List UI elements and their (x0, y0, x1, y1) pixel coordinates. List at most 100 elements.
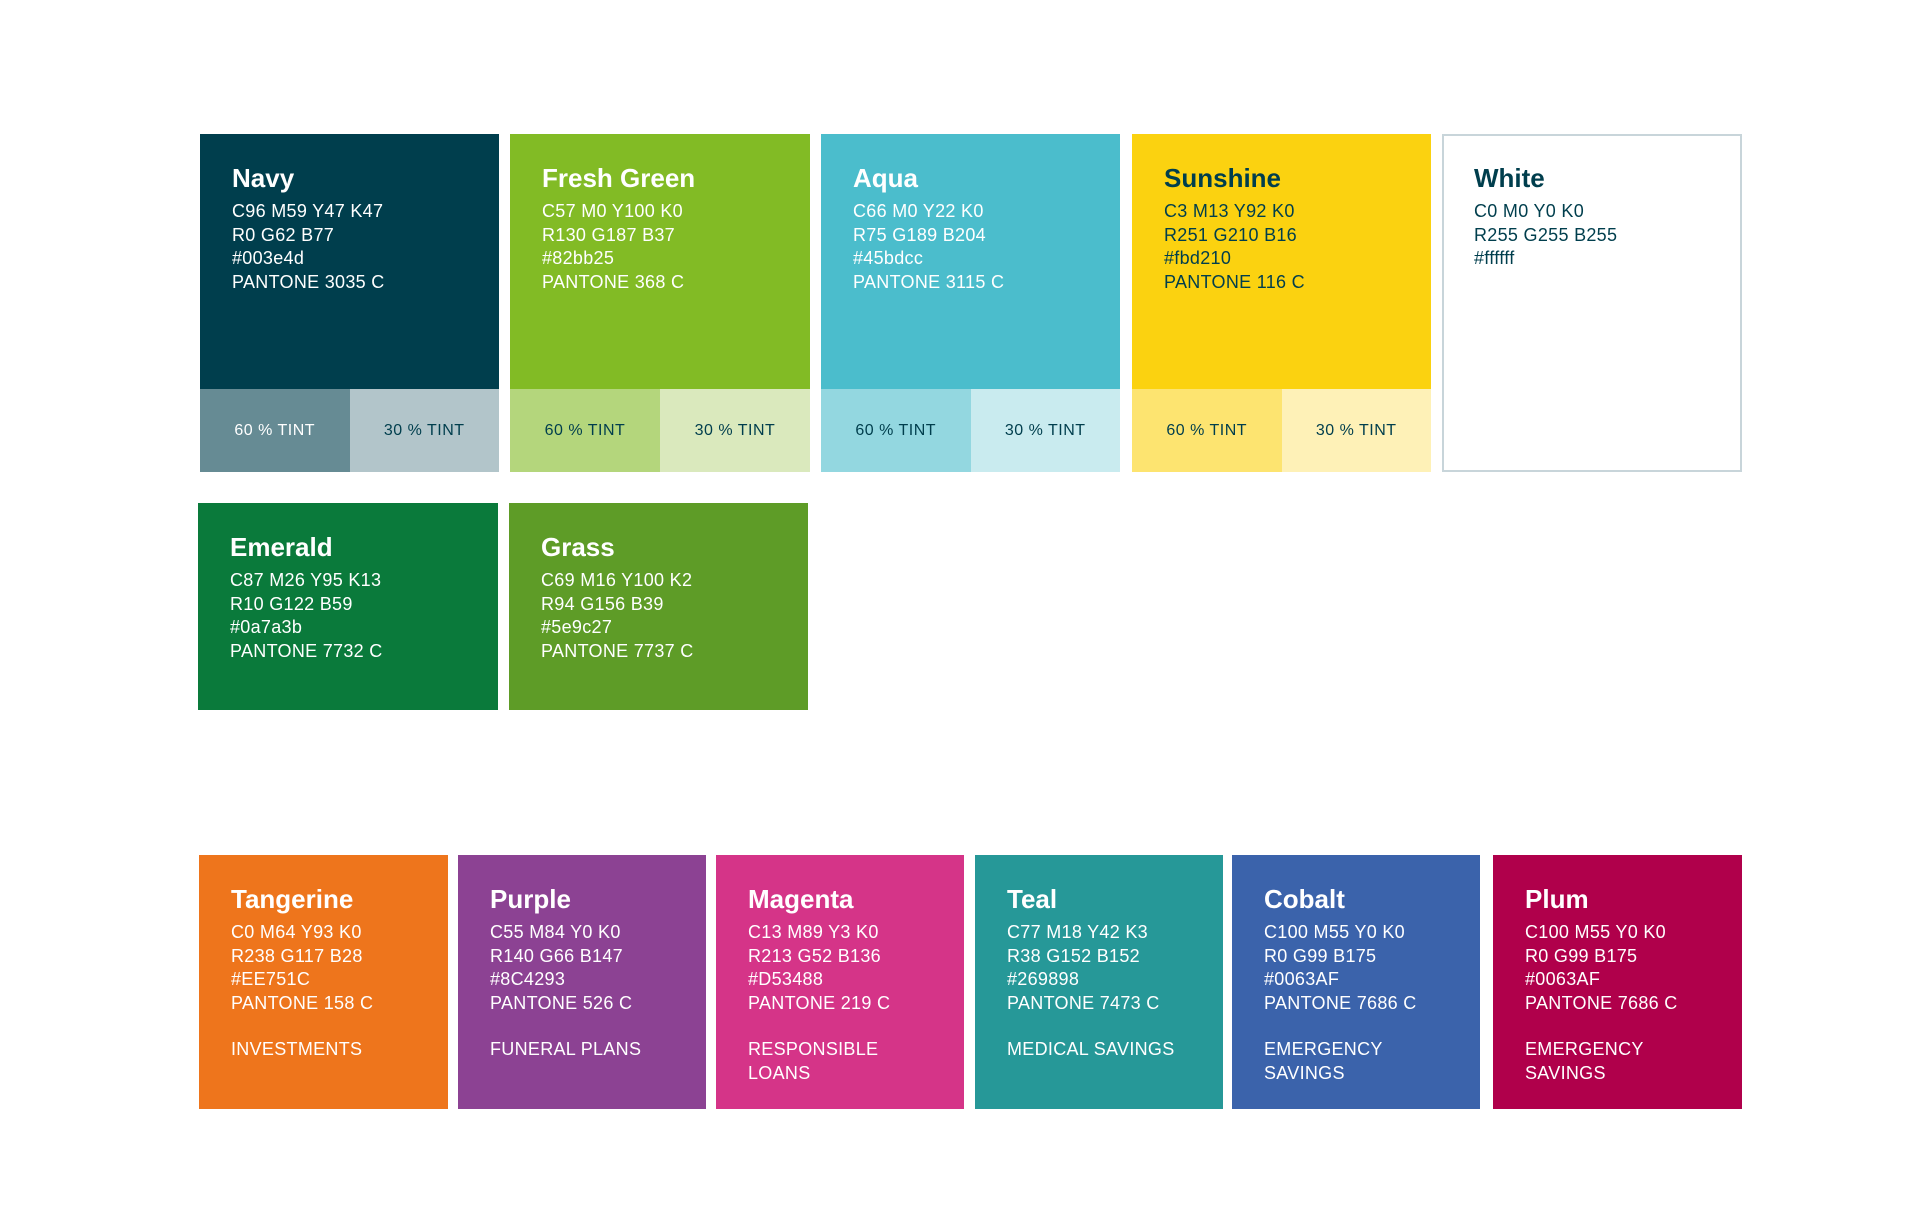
swatch-navy: Navy C96 M59 Y47 K47 R0 G62 B77 #003e4d … (200, 134, 499, 472)
cmyk-value: C66 M0 Y22 K0 (853, 201, 984, 221)
swatch-title: Aqua (853, 163, 918, 193)
tint-60: 60 % TINT (821, 389, 971, 472)
swatch-cobalt: Cobalt C100 M55 Y0 K0 R0 G99 B175 #0063A… (1232, 855, 1480, 1109)
product-label-line: EMERGENCY (1525, 1039, 1644, 1059)
product-label-line: RESPONSIBLE (748, 1039, 879, 1059)
hex-value: #EE751C (231, 969, 311, 989)
hex-value: #0063AF (1525, 969, 1601, 989)
product-label-line: LOANS (748, 1062, 811, 1083)
cmyk-value: C0 M0 Y0 K0 (1474, 201, 1585, 221)
rgb-value: R0 G62 B77 (232, 224, 335, 245)
swatch-title: White (1474, 163, 1545, 193)
swatch-main: Emerald C87 M26 Y95 K13 R10 G122 B59 #0a… (198, 503, 498, 710)
hex-value: #D53488 (748, 969, 824, 989)
product-label-line: MEDICAL SAVINGS (1007, 1039, 1175, 1059)
cmyk-value: C3 M13 Y92 K0 (1164, 201, 1295, 221)
tints: 60 % TINT 30 % TINT (1132, 389, 1431, 472)
swatch-grass: Grass C69 M16 Y100 K2 R94 G156 B39 #5e9c… (509, 503, 808, 710)
pantone-value: PANTONE 3115 C (853, 271, 1005, 292)
swatch-aqua: Aqua C66 M0 Y22 K0 R75 G189 B204 #45bdcc… (821, 134, 1120, 472)
swatch-main: Sunshine C3 M13 Y92 K0 R251 G210 B16 #fb… (1132, 134, 1431, 389)
tint-30: 30 % TINT (1281, 389, 1431, 472)
pantone-value: PANTONE 158 C (231, 992, 374, 1013)
cmyk-value: C87 M26 Y95 K13 (230, 570, 382, 590)
pantone-value: PANTONE 3035 C (232, 271, 385, 292)
swatch-main: Cobalt C100 M55 Y0 K0 R0 G99 B175 #0063A… (1232, 855, 1480, 1109)
product-label: INVESTMENTS (231, 1038, 448, 1062)
rgb-value: R38 G152 B152 (1007, 945, 1140, 966)
swatch-sunshine: Sunshine C3 M13 Y92 K0 R251 G210 B16 #fb… (1132, 134, 1431, 472)
tints: 60 % TINT 30 % TINT (510, 389, 810, 472)
swatch-teal: Teal C77 M18 Y42 K3 R38 G152 B152 #26989… (975, 855, 1223, 1109)
swatch-title: Navy (232, 163, 295, 193)
tint-60: 60 % TINT (200, 389, 350, 472)
product-label-line: SAVINGS (1264, 1062, 1345, 1083)
cmyk-value: C69 M16 Y100 K2 (541, 570, 693, 590)
product-label: FUNERAL PLANS (490, 1038, 706, 1062)
swatch-main: Teal C77 M18 Y42 K3 R38 G152 B152 #26989… (975, 855, 1223, 1109)
swatch-main: Grass C69 M16 Y100 K2 R94 G156 B39 #5e9c… (509, 503, 808, 710)
tints: 60 % TINT 30 % TINT (821, 389, 1120, 472)
product-label: EMERGENCY SAVINGS (1525, 1038, 1742, 1085)
pantone-value: PANTONE 7732 C (230, 640, 383, 661)
product-label: EMERGENCY SAVINGS (1264, 1038, 1480, 1085)
product-label-line: FUNERAL PLANS (490, 1039, 642, 1059)
rgb-value: R140 G66 B147 (490, 945, 623, 966)
swatch-main: White C0 M0 Y0 K0 R255 G255 B255 #ffffff (1444, 136, 1740, 470)
rgb-value: R251 G210 B16 (1164, 224, 1297, 245)
swatch-emerald: Emerald C87 M26 Y95 K13 R10 G122 B59 #0a… (198, 503, 498, 710)
hex-value: #8C4293 (490, 969, 566, 989)
hex-value: #0063AF (1264, 969, 1340, 989)
cmyk-value: C96 M59 Y47 K47 (232, 201, 384, 221)
hex-value: #5e9c27 (541, 617, 613, 637)
pantone-value: PANTONE 526 C (490, 992, 633, 1013)
product-label-line: EMERGENCY (1264, 1039, 1383, 1059)
hex-value: #82bb25 (542, 248, 615, 268)
tint-30: 30 % TINT (349, 389, 499, 472)
hex-value: #269898 (1007, 969, 1080, 989)
swatch-purple: Purple C55 M84 Y0 K0 R140 G66 B147 #8C42… (458, 855, 706, 1109)
swatch-magenta: Magenta C13 M89 Y3 K0 R213 G52 B136 #D53… (716, 855, 964, 1109)
cmyk-value: C77 M18 Y42 K3 (1007, 922, 1148, 942)
swatch-title: Fresh Green (542, 163, 696, 193)
rgb-value: R213 G52 B136 (748, 945, 881, 966)
swatch-main: Aqua C66 M0 Y22 K0 R75 G189 B204 #45bdcc… (821, 134, 1120, 389)
hex-value: #003e4d (232, 248, 305, 268)
rgb-value: R94 G156 B39 (541, 593, 664, 614)
rgb-value: R238 G117 B28 (231, 945, 363, 966)
swatch-main: Magenta C13 M89 Y3 K0 R213 G52 B136 #D53… (716, 855, 964, 1109)
tint-60: 60 % TINT (510, 389, 660, 472)
pantone-value: PANTONE 7737 C (541, 640, 694, 661)
cmyk-value: C57 M0 Y100 K0 (542, 201, 683, 221)
hex-value: #45bdcc (853, 248, 924, 268)
rgb-value: R0 G99 B175 (1264, 945, 1377, 966)
pantone-value: PANTONE 116 C (1164, 271, 1305, 292)
cmyk-value: C13 M89 Y3 K0 (748, 922, 879, 942)
rgb-value: R10 G122 B59 (230, 593, 353, 614)
swatch-tangerine: Tangerine C0 M64 Y93 K0 R238 G117 B28 #E… (199, 855, 448, 1109)
product-label-line: INVESTMENTS (231, 1039, 363, 1059)
pantone-value: PANTONE 219 C (748, 992, 891, 1013)
product-label: RESPONSIBLE LOANS (748, 1038, 964, 1085)
rgb-value: R0 G99 B175 (1525, 945, 1638, 966)
product-label-line: SAVINGS (1525, 1062, 1606, 1083)
cmyk-value: C100 M55 Y0 K0 (1264, 922, 1405, 942)
swatch-main: Fresh Green C57 M0 Y100 K0 R130 G187 B37… (510, 134, 810, 389)
swatch-main: Plum C100 M55 Y0 K0 R0 G99 B175 #0063AF … (1493, 855, 1742, 1109)
swatch-white: White C0 M0 Y0 K0 R255 G255 B255 #ffffff (1442, 134, 1742, 472)
swatch-title: Teal (1007, 884, 1058, 914)
swatch-title: Grass (541, 532, 615, 562)
swatch-title: Cobalt (1264, 884, 1345, 914)
pantone-value: PANTONE 7686 C (1264, 992, 1417, 1013)
cmyk-value: C100 M55 Y0 K0 (1525, 922, 1666, 942)
tints: 60 % TINT 30 % TINT (200, 389, 499, 472)
rgb-value: R130 G187 B37 (542, 224, 675, 245)
swatch-title: Magenta (748, 884, 854, 914)
swatch-title: Emerald (230, 532, 333, 562)
swatch-fresh-green: Fresh Green C57 M0 Y100 K0 R130 G187 B37… (510, 134, 810, 472)
swatch-title: Plum (1525, 884, 1589, 914)
swatch-main: Purple C55 M84 Y0 K0 R140 G66 B147 #8C42… (458, 855, 706, 1109)
rgb-value: R75 G189 B204 (853, 224, 986, 245)
pantone-value: PANTONE 7686 C (1525, 992, 1678, 1013)
cmyk-value: C0 M64 Y93 K0 (231, 922, 362, 942)
